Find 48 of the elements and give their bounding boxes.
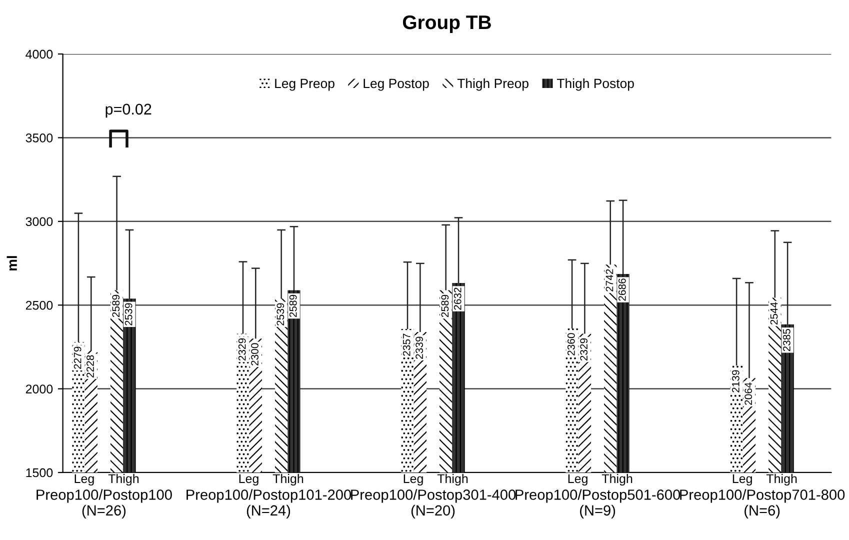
text: Leg	[239, 474, 258, 486]
data-label: 2329	[238, 338, 246, 361]
data-label: 2589	[112, 294, 120, 318]
legend-label: Leg Postop	[364, 78, 429, 91]
text: Thigh	[437, 474, 468, 486]
x-tick-label: Preop100/Postop701-800 (N=6)	[680, 489, 845, 518]
legend-label: Thigh Postop	[557, 78, 634, 91]
x-tick-label: Preop100/Postop100 (N=26)	[36, 489, 172, 518]
data-label: 2228	[86, 355, 94, 378]
data-label: 2544	[770, 302, 778, 325]
text: Leg	[74, 474, 94, 486]
y-tick-label: 2000	[26, 384, 53, 394]
data-label: 2329	[580, 338, 588, 361]
text: Leg	[568, 474, 588, 486]
data-label: 2686	[618, 278, 626, 301]
legend-label: Leg Preop	[275, 78, 334, 91]
data-label: 2279	[74, 346, 82, 369]
legend-label: Thigh Preop	[457, 78, 528, 91]
data-label: 2539	[276, 303, 284, 326]
data-label: 2360	[567, 333, 575, 356]
data-label: 2385	[782, 328, 790, 352]
y-tick-label: 2500	[26, 300, 53, 310]
x-tick-label: Preop100/Postop301-400 (N=20)	[351, 489, 516, 518]
data-label: 2300	[251, 343, 258, 366]
data-label: 2632	[454, 288, 462, 310]
data-label: 2339	[416, 336, 423, 359]
data-label: 2742	[606, 269, 614, 292]
y-tick-label: 1500	[26, 468, 53, 478]
text: Leg	[404, 474, 423, 486]
data-label: 2589	[289, 294, 297, 318]
data-label: 2357	[402, 334, 410, 356]
text: Thigh	[272, 474, 304, 486]
text: Thigh	[108, 474, 139, 486]
data-label: 2064	[744, 382, 752, 405]
y-tick-label: 3500	[26, 134, 53, 142]
y-tick-label: 3000	[26, 217, 53, 226]
x-tick-label: Preop100/Postop501-600 (N=9)	[516, 489, 680, 518]
annotation: p=0.02	[106, 104, 152, 118]
data-label: 2139	[732, 370, 740, 392]
data-label: 2589	[441, 294, 449, 318]
data-label: 2539	[124, 303, 132, 326]
y-tick-label: 4000	[26, 50, 53, 59]
y-axis-title: ml	[6, 256, 17, 270]
text: Thigh	[766, 474, 797, 486]
chart-title: Group TB	[402, 15, 491, 34]
text: Leg	[732, 474, 752, 486]
x-tick-label: Preop100/Postop101-200 (N=24)	[186, 489, 352, 518]
text: Thigh	[602, 474, 632, 486]
